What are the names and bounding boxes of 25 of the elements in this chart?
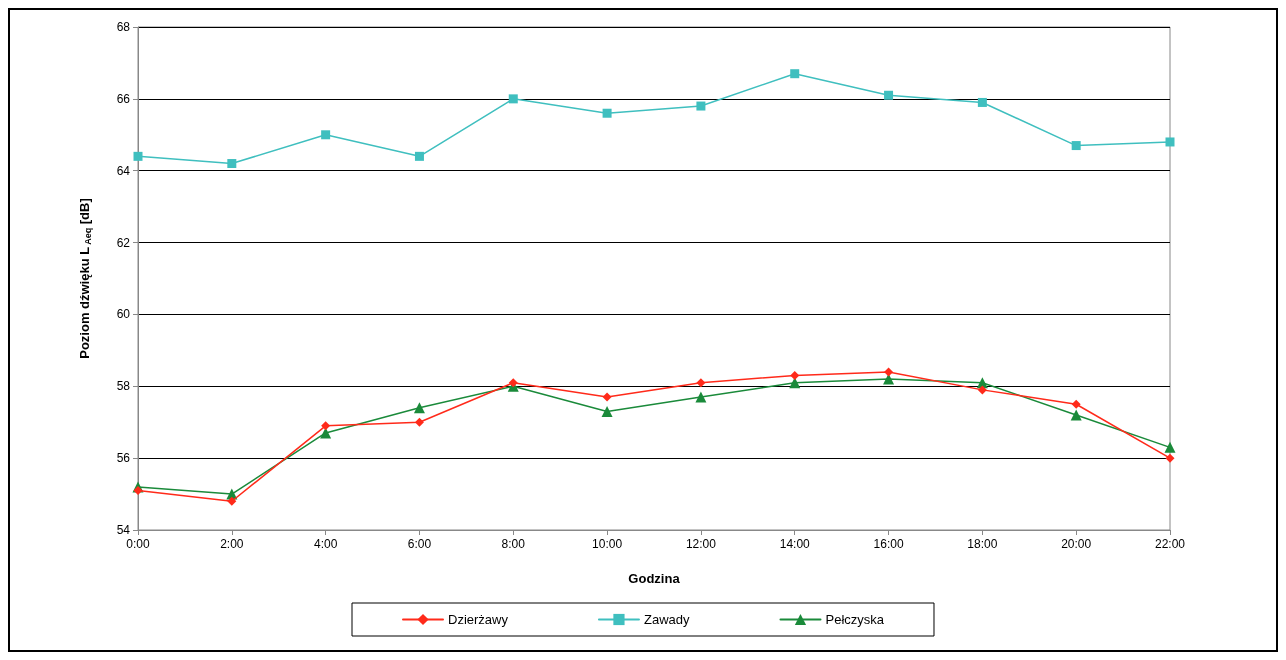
x-tick-label: 16:00 <box>873 537 904 551</box>
legend-label: Pełczyska <box>825 612 885 627</box>
x-tick-label: 2:00 <box>220 537 244 551</box>
x-tick-label: 0:00 <box>126 537 150 551</box>
x-tick-label: 18:00 <box>967 537 998 551</box>
y-tick-label: 58 <box>116 379 131 394</box>
y-tick-label: 60 <box>116 307 131 322</box>
y-tick-label: 66 <box>116 91 131 106</box>
x-tick-label: 6:00 <box>407 537 432 551</box>
y-tick-label: 54 <box>116 523 131 537</box>
x-tick-label: 4:00 <box>313 537 338 551</box>
x-tick-label: 12:00 <box>685 537 717 551</box>
y-tick-label: 56 <box>116 451 131 466</box>
x-tick-label: 10:00 <box>592 537 623 551</box>
y-tick-label: 64 <box>116 163 131 178</box>
y-tick-label: 68 <box>116 20 131 34</box>
x-tick-label: 8:00 <box>501 537 526 551</box>
x-tick-label: 22:00 <box>1154 537 1186 551</box>
legend-label: Zawady <box>643 612 690 627</box>
x-axis-title: Godzina <box>628 571 681 586</box>
y-tick-label: 62 <box>116 235 131 250</box>
x-tick-label: 14:00 <box>779 537 811 551</box>
x-tick-label: 20:00 <box>1061 537 1092 551</box>
legend-label: Dzierżawy <box>448 612 509 627</box>
y-axis-title: Poziom dźwięku LAeq [dB] <box>77 198 93 359</box>
